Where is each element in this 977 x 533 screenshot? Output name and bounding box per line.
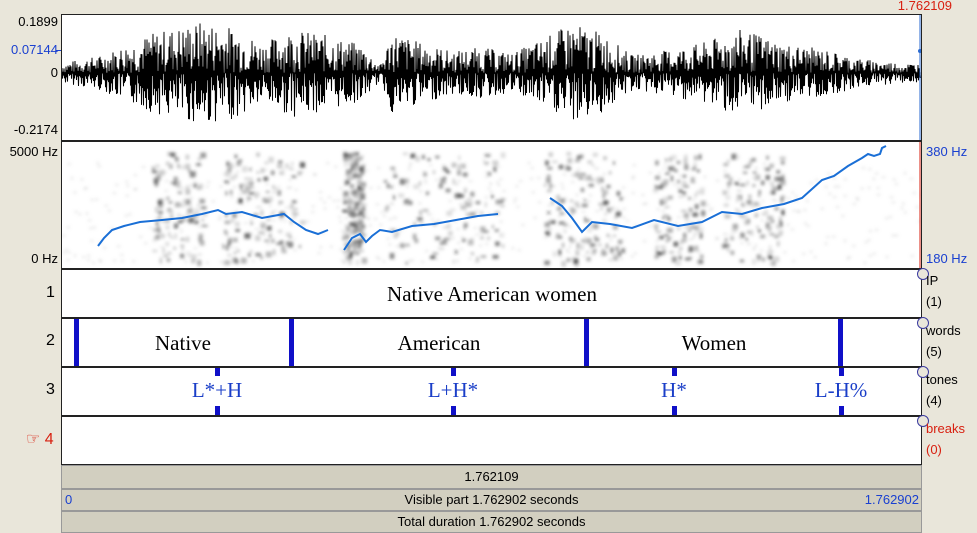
spectrogram-min-freq: 0 Hz [31, 251, 58, 266]
tier-number: 4 [44, 431, 54, 448]
cursor-time-top: 1.762109 [897, 0, 952, 13]
tier-number: 3 [46, 381, 55, 398]
tier-number: 2 [46, 332, 55, 349]
tier-handle[interactable] [917, 317, 929, 329]
point-marker[interactable] [839, 406, 844, 415]
interval-label[interactable]: American [397, 331, 481, 355]
tier-handle[interactable] [917, 415, 929, 427]
cursor-marker [918, 49, 921, 53]
tier-ip[interactable]: Native American women [61, 269, 922, 318]
waveform-cursor-tick [56, 50, 61, 51]
waveform-min-label: -0.2174 [13, 122, 58, 137]
point-marker[interactable] [451, 368, 456, 376]
spectrogram-plot [62, 142, 921, 268]
visible-end-label: 1.762902 [864, 492, 919, 507]
interval-label[interactable]: Women [681, 331, 747, 355]
waveform-zero-label: 0 [50, 65, 58, 80]
selected-tier-indicator: ☞ 4 [26, 429, 54, 449]
point-marker[interactable] [215, 368, 220, 376]
visible-part-label: Visible part 1.762902 seconds [404, 492, 579, 507]
interval-boundary[interactable] [74, 319, 79, 366]
pitch-max-label: 380 Hz [926, 144, 968, 159]
point-label[interactable]: L*+H [191, 378, 243, 402]
interval-boundary[interactable] [838, 319, 843, 366]
pitch-contour [97, 208, 329, 247]
tier-tones[interactable]: L*+H L+H* H* L-H% [61, 367, 922, 416]
total-duration-label: Total duration 1.762902 seconds [397, 514, 586, 529]
tier-breaks[interactable] [61, 416, 922, 465]
point-marker[interactable] [672, 406, 677, 415]
waveform-plot [62, 15, 921, 140]
interval-label[interactable]: Native American women [387, 282, 597, 306]
visible-start-label: 0 [65, 492, 73, 507]
tier-words[interactable]: Native American Women [61, 318, 922, 367]
waveform-panel[interactable] [61, 14, 922, 141]
point-label[interactable]: H* [661, 378, 687, 402]
tier-handle[interactable] [917, 366, 929, 378]
waveform-trace [62, 23, 921, 122]
pitch-contour [343, 213, 499, 251]
total-duration-bar[interactable]: Total duration 1.762902 seconds [61, 511, 922, 533]
spectrogram-panel[interactable] [61, 141, 922, 269]
point-label[interactable]: L-H% [814, 378, 868, 402]
pitch-contour [549, 145, 887, 234]
interval-label[interactable]: Native [155, 331, 211, 355]
pointing-hand-icon: ☞ [26, 431, 41, 448]
tier-name-ip: IP (1) [926, 273, 942, 309]
cursor-time-bar[interactable]: 1.762109 [61, 465, 922, 489]
tier-name-words: words (5) [926, 323, 961, 359]
pitch-min-label: 180 Hz [926, 251, 968, 266]
tier-number: 1 [46, 284, 55, 301]
point-marker[interactable] [451, 406, 456, 415]
tier-name-breaks: breaks (0) [926, 421, 966, 457]
interval-boundary[interactable] [289, 319, 294, 366]
waveform-max-label: 0.1899 [18, 14, 58, 29]
point-marker[interactable] [672, 368, 677, 376]
spectrogram-max-freq: 5000 Hz [9, 144, 58, 159]
interval-boundary[interactable] [584, 319, 589, 366]
cursor-time-label: 1.762109 [464, 469, 519, 484]
tier-handle[interactable] [917, 268, 929, 280]
visible-part-bar[interactable]: 0 Visible part 1.762902 seconds 1.762902 [61, 489, 922, 511]
point-marker[interactable] [215, 406, 220, 415]
point-label[interactable]: L+H* [427, 378, 479, 402]
spectrogram-energy [62, 152, 921, 268]
point-marker[interactable] [839, 368, 844, 376]
waveform-cursor-value: 0.07144 [11, 42, 58, 57]
tier-name-tones: tones (4) [926, 372, 958, 408]
